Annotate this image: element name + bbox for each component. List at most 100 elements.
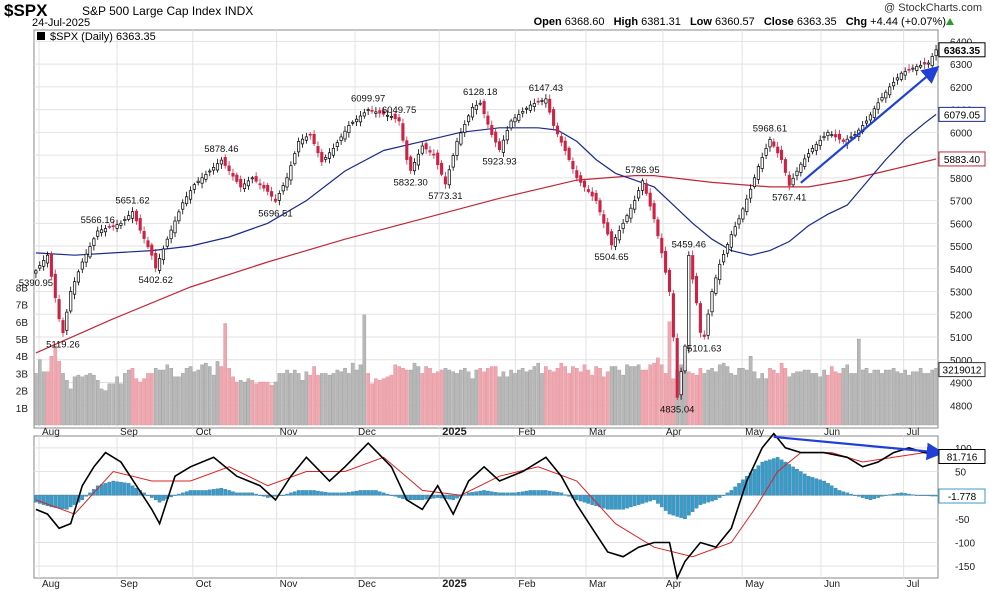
cci-histogram-bar: [455, 495, 459, 499]
x-tick-label-bottom: Mar: [589, 579, 607, 590]
candle-body: [374, 111, 378, 114]
stockcharts-credit[interactable]: @ StockCharts.com: [884, 2, 982, 14]
candle-body: [644, 183, 648, 194]
volume-bar: [192, 371, 197, 426]
candle-body: [432, 153, 436, 156]
right-value-box: [938, 151, 986, 167]
price-annotation: 5773.31: [428, 191, 462, 202]
volume-bar: [308, 374, 313, 426]
volume-bar: [907, 374, 911, 426]
cci-histogram-bar: [907, 493, 911, 496]
cci-histogram-bar: [513, 492, 517, 496]
volume-bar: [791, 373, 795, 426]
candle-body: [830, 134, 834, 136]
candle-body: [822, 135, 826, 139]
volume-bar: [795, 371, 799, 426]
cci-histogram-bar: [729, 490, 734, 496]
volume-bar: [451, 371, 456, 426]
cci-histogram-bar: [300, 490, 305, 496]
x-tick-label-bottom: Dec: [358, 579, 376, 590]
candle-body: [911, 67, 915, 70]
volume-bar: [911, 371, 915, 426]
volume-bar: [818, 376, 822, 426]
candle-body: [745, 198, 749, 212]
cci-panel-frame: [33, 435, 939, 579]
cci-histogram-bar: [312, 490, 316, 496]
volume-bar: [416, 366, 421, 426]
candle-body: [61, 320, 65, 334]
candle-body: [266, 184, 270, 192]
price-tick-label: 5700: [950, 197, 973, 208]
cci-histogram-bar: [250, 492, 255, 496]
volume-bar: [296, 373, 301, 426]
candle-body: [331, 147, 335, 156]
volume-bar: [826, 374, 830, 426]
price-panel[interactable]: 4800 4900 5000 5100 5200 5300 5400 5500 5600 5700…: [16, 29, 986, 429]
volume-bar: [378, 380, 382, 426]
cci-histogram-bar: [65, 495, 69, 510]
volume-bar: [234, 381, 239, 426]
price-annotation: 5786.95: [625, 165, 659, 176]
security-full-name: S&P 500 Large Cap Index: [82, 4, 222, 18]
cci-histogram-bar: [412, 495, 417, 501]
candle-body: [563, 140, 567, 151]
cci-histogram-bar: [605, 495, 610, 510]
volume-bar: [188, 366, 193, 426]
cci-histogram-bar: [173, 495, 177, 496]
candle-body: [208, 170, 212, 173]
candle-body: [807, 153, 811, 158]
candle-body: [53, 273, 57, 298]
volume-bar: [710, 368, 714, 426]
candle-body: [706, 313, 710, 336]
candle-body: [497, 141, 502, 151]
volume-bar: [517, 369, 521, 426]
legend-bullet-icon: [37, 32, 45, 40]
price-annotation: 5504.65: [594, 252, 628, 263]
volume-bar: [567, 373, 571, 426]
volume-bar: [80, 376, 85, 426]
cci-tick-label: 50: [955, 468, 967, 479]
volume-bar: [134, 378, 139, 426]
volume-bar: [443, 368, 448, 426]
candle-body: [625, 215, 629, 222]
candle-body: [555, 125, 560, 135]
candle-body: [76, 271, 80, 283]
cci-histogram-bar: [895, 493, 900, 496]
volume-bar: [880, 373, 884, 426]
x-tick-label-bottom: Jun: [824, 579, 840, 590]
volume-bar: [602, 376, 606, 426]
volume-bar: [200, 364, 204, 426]
price-panel-frame: [33, 29, 939, 429]
volume-bar: [293, 369, 297, 426]
volume-bar: [470, 378, 475, 426]
volume-bar: [887, 369, 892, 426]
volume-bar: [760, 373, 764, 426]
cci-histogram-bar: [130, 485, 135, 496]
volume-bar: [551, 371, 556, 426]
cci-histogram-bar: [377, 491, 382, 496]
candle-body: [343, 130, 347, 140]
candle-body: [204, 174, 208, 180]
cci-panel[interactable]: -150-100-5005010081.716-1.778: [33, 432, 986, 581]
volume-bar: [729, 373, 734, 426]
volume-bar: [915, 371, 919, 426]
volume-tick-label: 3B: [16, 369, 29, 380]
chart-date: 24-Jul-2025: [32, 17, 91, 29]
cci-histogram-bar: [497, 492, 502, 496]
candle-body: [397, 117, 401, 122]
cci-histogram-bar: [656, 495, 660, 504]
cci-histogram-bar: [520, 491, 525, 496]
cci-histogram-bar: [153, 495, 158, 501]
price-annotation: 5923.93: [482, 157, 516, 168]
cci-histogram-bar: [787, 464, 792, 496]
volume-bar: [335, 369, 340, 426]
candle-body: [358, 115, 362, 123]
cci-tick-label: -150: [955, 562, 975, 573]
candle-body: [571, 161, 575, 170]
price-annotation: 5878.46: [204, 144, 238, 155]
sma200-line: [35, 158, 937, 354]
candle-body: [671, 293, 675, 338]
cci-histogram-bar: [474, 491, 479, 496]
volume-bar: [219, 366, 224, 426]
